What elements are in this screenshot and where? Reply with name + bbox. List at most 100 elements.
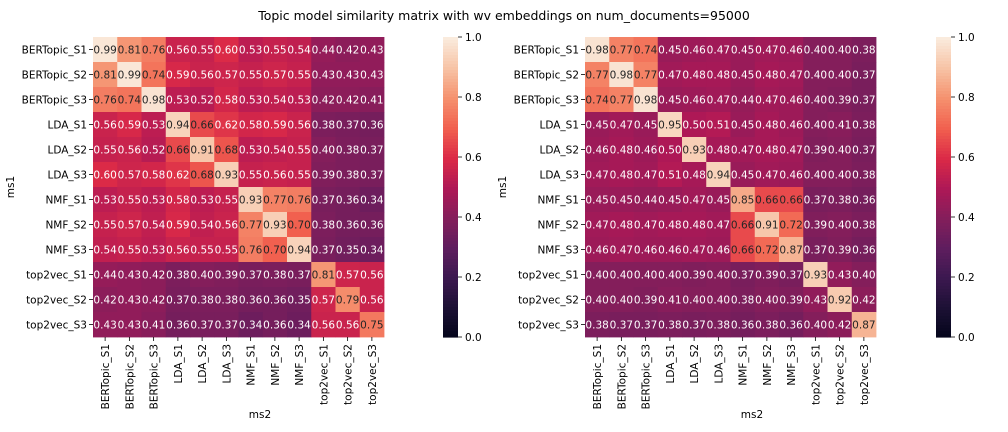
colorbar-segment (936, 211, 951, 215)
heatmap-cell (585, 87, 610, 113)
colorbar-segment (936, 37, 951, 41)
cell-value-label: 0.66 (190, 119, 214, 131)
heatmap-cell (754, 312, 780, 338)
cell-value-label: 0.99 (93, 44, 116, 56)
heatmap-cell (585, 287, 610, 313)
colorbar-segment (443, 64, 458, 68)
cell-value-label: 0.43 (360, 44, 383, 56)
cell-value-label: 0.46 (779, 44, 803, 56)
heatmap-cell (803, 262, 828, 288)
heatmap-cell (190, 137, 215, 163)
colorbar-segment (443, 169, 458, 173)
cell-value-label: 0.53 (142, 244, 165, 256)
heatmap-cell (827, 162, 853, 188)
colorbar-segment (443, 238, 458, 242)
heatmap-cell (851, 212, 877, 238)
colorbar-segment (936, 136, 951, 140)
colorbar-segment (936, 178, 951, 182)
cell-value-label: 0.44 (93, 269, 117, 281)
heatmap-cell (633, 312, 659, 338)
cell-value-label: 0.39 (804, 219, 827, 231)
heatmap-cell (730, 287, 756, 313)
y-tick-label: NMF_S2 (537, 219, 579, 231)
heatmap-cell (730, 62, 756, 88)
heatmap-cell (190, 237, 215, 263)
cell-value-label: 0.34 (287, 319, 311, 331)
heatmap-panel-1: 0.99 0.81 0.76 0.56 0.55 0.60 0.53 0.55 0.54 0.44… (5, 37, 385, 421)
cell-value-label: 0.47 (634, 169, 657, 181)
cell-value-label: 0.40 (610, 294, 633, 306)
colorbar-segment (443, 187, 458, 191)
heatmap-cell (706, 137, 731, 163)
cell-value-label: 0.39 (312, 169, 335, 181)
heatmap-cell (851, 162, 877, 188)
colorbar-segment (443, 88, 458, 92)
cell-value-label: 0.36 (263, 319, 287, 331)
cell-value-label: 0.34 (360, 194, 384, 206)
heatmap-cell (335, 212, 361, 238)
heatmap-cell (779, 262, 804, 288)
cell-value-label: 0.47 (682, 194, 705, 206)
colorbar-segment (443, 40, 458, 44)
cell-value-label: 0.47 (585, 169, 608, 181)
y-tick-label: LDA_S1 (539, 119, 579, 131)
cell-value-label: 0.39 (828, 244, 851, 256)
colorbar-segment (443, 151, 458, 155)
cell-value-label: 0.48 (755, 69, 778, 81)
colorbar-segment (443, 133, 458, 137)
cell-value-label: 0.42 (142, 294, 165, 306)
heatmap-cell (165, 312, 191, 338)
heatmap-cell (359, 262, 385, 288)
colorbar-segment (443, 208, 458, 212)
heatmap-panel-2: 0.98 0.77 0.74 0.45 0.46 0.47 0.45 0.47 0.46 0.40… (497, 37, 877, 421)
heatmap-cell (827, 87, 853, 113)
colorbar-segment (936, 112, 951, 116)
colorbar-segment (936, 307, 951, 311)
cell-value-label: 0.55 (287, 169, 310, 181)
heatmap-cell (851, 37, 877, 63)
heatmap-cell (706, 37, 731, 63)
cell-value-label: 0.40 (828, 44, 851, 56)
heatmap-cell (657, 262, 683, 288)
colorbar-tick-label: 0.8 (465, 92, 482, 104)
cell-value-label: 0.48 (682, 169, 705, 181)
cell-value-label: 0.39 (779, 294, 802, 306)
colorbar-segment (443, 79, 458, 83)
x-tick-label: BERTopic_S1 (100, 344, 112, 409)
heatmap-cell (335, 62, 361, 88)
cell-value-label: 0.60 (93, 169, 116, 181)
heatmap-cell (93, 287, 118, 313)
heatmap-cell (779, 87, 804, 113)
heatmap-cell (730, 237, 756, 263)
heatmap-cell (585, 137, 610, 163)
cell-value-label: 0.72 (779, 219, 802, 231)
heatmap-cell (311, 212, 336, 238)
cell-value-label: 0.34 (239, 319, 263, 331)
cell-value-label: 0.38 (336, 144, 359, 156)
y-tick-label: LDA_S1 (47, 119, 87, 131)
heatmap-cell (262, 112, 288, 138)
cell-value-label: 0.37 (312, 194, 335, 206)
cell-value-label: 0.47 (610, 119, 633, 131)
heatmap-cell (730, 87, 756, 113)
cell-value-label: 0.36 (263, 294, 287, 306)
cell-value-label: 0.40 (804, 319, 827, 331)
cell-value-label: 0.54 (263, 144, 287, 156)
cell-value-label: 0.40 (828, 144, 851, 156)
colorbar-segment (936, 67, 951, 71)
cell-value-label: 0.43 (118, 294, 141, 306)
colorbar-segment (936, 325, 951, 329)
heatmap-cell (730, 162, 756, 188)
colorbar-segment (936, 304, 951, 308)
cell-value-label: 0.56 (360, 294, 384, 306)
x-tick-label: LDA_S2 (689, 344, 701, 384)
heatmap-cell (706, 237, 731, 263)
colorbar-tick-label: 0.6 (465, 152, 482, 164)
heatmap-cell (238, 37, 264, 63)
colorbar-segment (936, 250, 951, 254)
cell-value-label: 0.47 (707, 219, 730, 231)
colorbar-segment (443, 283, 458, 287)
colorbar-segment (443, 235, 458, 239)
heatmap-cell (287, 112, 312, 138)
cell-value-label: 0.53 (166, 94, 189, 106)
